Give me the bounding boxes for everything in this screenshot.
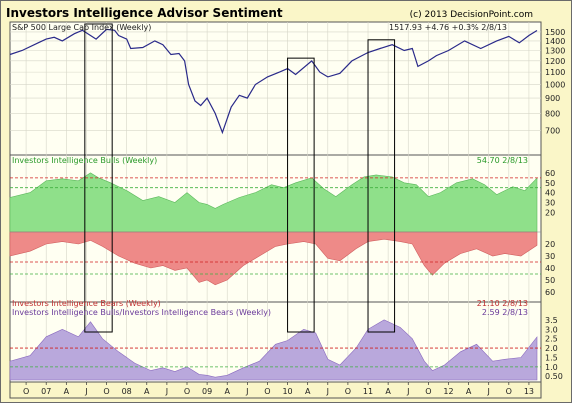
- price-tick-label: 900: [545, 94, 560, 103]
- x-axis-label: O: [506, 387, 512, 396]
- highlight-box: [287, 57, 315, 333]
- axis-ticks: 7008009001000110012001300140015002030405…: [23, 28, 565, 396]
- line-layer: [9, 28, 538, 135]
- x-axis-label: 08: [122, 387, 132, 396]
- x-axis-label: A: [64, 387, 70, 396]
- x-axis-label: A: [385, 387, 391, 396]
- price-tick-label: 1200: [545, 57, 565, 66]
- x-axis-label: O: [345, 387, 351, 396]
- ratio-tick-label: 2.0: [545, 344, 558, 353]
- x-axis-label: 11: [363, 387, 373, 396]
- ratio-last-value: 2.59 2/8/13: [482, 308, 528, 317]
- x-axis-label: 09: [202, 387, 212, 396]
- price-panel: [9, 21, 542, 156]
- chart-title: Investors Intelligence Advisor Sentiment: [6, 6, 283, 20]
- ratio-tick-label: 3.0: [545, 325, 558, 334]
- highlight-boxes: [84, 23, 396, 333]
- price-last-value: 1517.93 +4.76 +0.3% 2/8/13: [389, 23, 507, 32]
- x-axis-label: O: [103, 387, 109, 396]
- x-axis-label: A: [144, 387, 150, 396]
- x-axis-band: [9, 381, 542, 399]
- x-axis-label: A: [466, 387, 472, 396]
- x-axis-label: 13: [524, 387, 534, 396]
- price-tick-label: 800: [545, 109, 560, 118]
- bears-tick-label: 30: [545, 252, 555, 261]
- ratio-area: [9, 319, 538, 381]
- bears-panel-label: Investors Intelligence Bears (Weekly): [12, 299, 161, 308]
- bears-tick-label: 60: [545, 288, 555, 297]
- x-axis-label: J: [165, 387, 168, 396]
- x-axis-label: O: [264, 387, 270, 396]
- reference-lines: [10, 177, 541, 368]
- bulls-tick-label: 60: [545, 169, 555, 178]
- bulls-tick-label: 40: [545, 189, 555, 198]
- x-axis-label: O: [23, 387, 29, 396]
- price-tick-label: 1100: [545, 68, 565, 77]
- bulls-tick-label: 50: [545, 179, 555, 188]
- copyright-text: (c) 2013 DecisionPoint.com: [410, 10, 533, 20]
- x-axis-label: J: [487, 387, 490, 396]
- ratio-tick-label: 3.5: [545, 316, 558, 325]
- x-axis-label: O: [425, 387, 431, 396]
- bears-last-value: 21.10 2/8/13: [477, 299, 528, 308]
- x-axis-label: J: [406, 387, 409, 396]
- ratio-tick-label: 2.5: [545, 335, 558, 344]
- x-axis-label: 10: [282, 387, 292, 396]
- x-axis-label: J: [245, 387, 248, 396]
- bulls-panel-label: Investors Intelligence Bulls (Weekly): [12, 156, 157, 165]
- x-axis-label: O: [184, 387, 190, 396]
- bulls-tick-label: 20: [545, 208, 555, 217]
- price-tick-label: 1500: [545, 28, 565, 37]
- ratio-panel-label: Investors Intelligence Bulls/Investors I…: [12, 308, 271, 317]
- bears-tick-label: 20: [545, 240, 555, 249]
- bears-tick-label: 40: [545, 264, 555, 273]
- ratio-tick-label: 0.50: [545, 372, 563, 381]
- bears-area: [9, 231, 538, 286]
- price-panel-label: S&P 500 Large Cap Index (Weekly): [12, 23, 151, 32]
- ratio-tick-label: 1.5: [545, 353, 558, 362]
- price-tick-label: 1400: [545, 37, 565, 46]
- price-tick-label: 1300: [545, 46, 565, 55]
- highlight-box: [367, 39, 396, 333]
- x-axis-label: J: [326, 387, 329, 396]
- price-tick-label: 700: [545, 127, 560, 136]
- bulls-tick-label: 30: [545, 198, 555, 207]
- sp500-price-line: [9, 28, 538, 135]
- x-axis-label: 07: [41, 387, 51, 396]
- bears-tick-label: 50: [545, 276, 555, 285]
- price-tick-label: 1000: [545, 80, 565, 89]
- x-axis-label: J: [84, 387, 87, 396]
- ratio-tick-label: 1.0: [545, 363, 558, 372]
- x-axis-label: A: [305, 387, 311, 396]
- bulls-last-value: 54.70 2/8/13: [477, 156, 528, 165]
- x-axis-label: A: [224, 387, 230, 396]
- x-axis-label: 12: [443, 387, 453, 396]
- highlight-box: [84, 23, 113, 333]
